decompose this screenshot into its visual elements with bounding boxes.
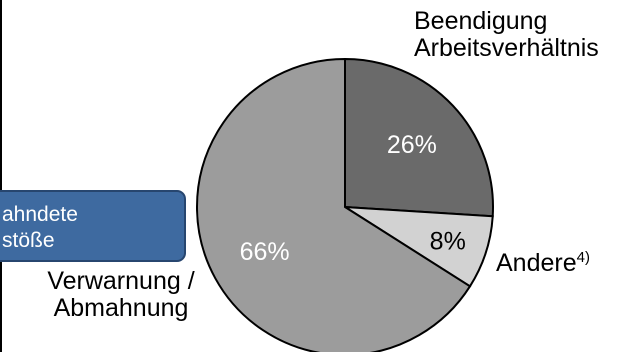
- callout-box: ahndete stöße: [0, 190, 186, 262]
- label-andere-footnote: 4): [576, 249, 590, 266]
- left-border-line: [0, 0, 6, 352]
- pie-value-label-0: 26%: [387, 131, 437, 159]
- label-verwarnung: Verwarnung / Abmahnung: [26, 268, 216, 322]
- label-beendigung-line-1: Beendigung: [414, 7, 548, 35]
- callout-line-1: ahndete: [2, 203, 78, 226]
- callout-line-2: stöße: [2, 229, 55, 252]
- label-andere: Andere4): [496, 244, 590, 277]
- pie-value-label-2: 66%: [240, 238, 290, 266]
- pie-slice-0: [344, 57, 494, 218]
- label-andere-text: Andere: [496, 249, 577, 277]
- label-verwarnung-line-1: Verwarnung /: [47, 267, 195, 295]
- label-beendigung-line-2: Arbeitsverhältnis: [414, 34, 599, 62]
- label-beendigung: Beendigung Arbeitsverhältnis: [414, 8, 599, 62]
- label-verwarnung-line-2: Abmahnung: [53, 294, 189, 322]
- pie-value-label-1: 8%: [430, 227, 466, 255]
- pie-slice-2: [196, 57, 472, 352]
